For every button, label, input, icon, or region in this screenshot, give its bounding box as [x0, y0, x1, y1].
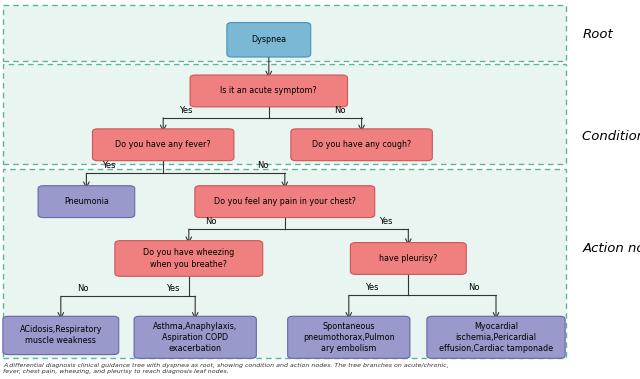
- Text: A differential diagnosis clinical guidance tree with dyspnea as root, showing co: A differential diagnosis clinical guidan…: [3, 363, 449, 374]
- Text: Condition node: Condition node: [582, 130, 640, 143]
- FancyBboxPatch shape: [190, 75, 348, 107]
- FancyBboxPatch shape: [3, 316, 119, 355]
- FancyBboxPatch shape: [195, 186, 375, 218]
- Text: ACidosis,Respiratory
muscle weakness: ACidosis,Respiratory muscle weakness: [20, 325, 102, 346]
- Text: No: No: [468, 283, 480, 292]
- FancyBboxPatch shape: [38, 186, 135, 218]
- Text: No: No: [205, 217, 216, 226]
- Text: Action node: Action node: [582, 242, 640, 255]
- FancyBboxPatch shape: [134, 316, 256, 359]
- FancyBboxPatch shape: [3, 5, 566, 61]
- Text: Do you have wheezing
when you breathe?: Do you have wheezing when you breathe?: [143, 248, 234, 269]
- FancyBboxPatch shape: [291, 129, 433, 161]
- Text: No: No: [257, 161, 269, 170]
- Text: Do you have any cough?: Do you have any cough?: [312, 140, 412, 149]
- Text: Do you have any fever?: Do you have any fever?: [115, 140, 211, 149]
- FancyBboxPatch shape: [115, 241, 262, 276]
- Text: Yes: Yes: [166, 284, 179, 293]
- Text: Root: Root: [582, 28, 613, 41]
- FancyBboxPatch shape: [3, 169, 566, 358]
- Text: Yes: Yes: [179, 106, 193, 115]
- Text: Pneumonia: Pneumonia: [64, 197, 109, 206]
- Text: No: No: [334, 106, 346, 115]
- Text: Yes: Yes: [102, 161, 116, 170]
- Text: Asthma,Anaphylaxis,
Aspiration COPD
exacerbation: Asthma,Anaphylaxis, Aspiration COPD exac…: [153, 322, 237, 353]
- FancyBboxPatch shape: [93, 129, 234, 161]
- Text: Do you feel any pain in your chest?: Do you feel any pain in your chest?: [214, 197, 356, 206]
- FancyBboxPatch shape: [351, 243, 466, 274]
- Text: Myocardial
ischemia,Pericardial
effusion,Cardiac tamponade: Myocardial ischemia,Pericardial effusion…: [439, 322, 553, 353]
- Text: No: No: [77, 284, 88, 293]
- FancyBboxPatch shape: [3, 64, 566, 164]
- Text: Yes: Yes: [379, 217, 392, 226]
- Text: Yes: Yes: [365, 283, 378, 292]
- FancyBboxPatch shape: [227, 23, 311, 57]
- FancyBboxPatch shape: [427, 316, 565, 359]
- FancyBboxPatch shape: [288, 316, 410, 359]
- Text: Dyspnea: Dyspnea: [252, 35, 286, 44]
- Text: Spontaneous
pneumothorax,Pulmon
ary embolism: Spontaneous pneumothorax,Pulmon ary embo…: [303, 322, 395, 353]
- Text: have pleurisy?: have pleurisy?: [379, 254, 438, 263]
- Text: Is it an acute symptom?: Is it an acute symptom?: [220, 86, 317, 96]
